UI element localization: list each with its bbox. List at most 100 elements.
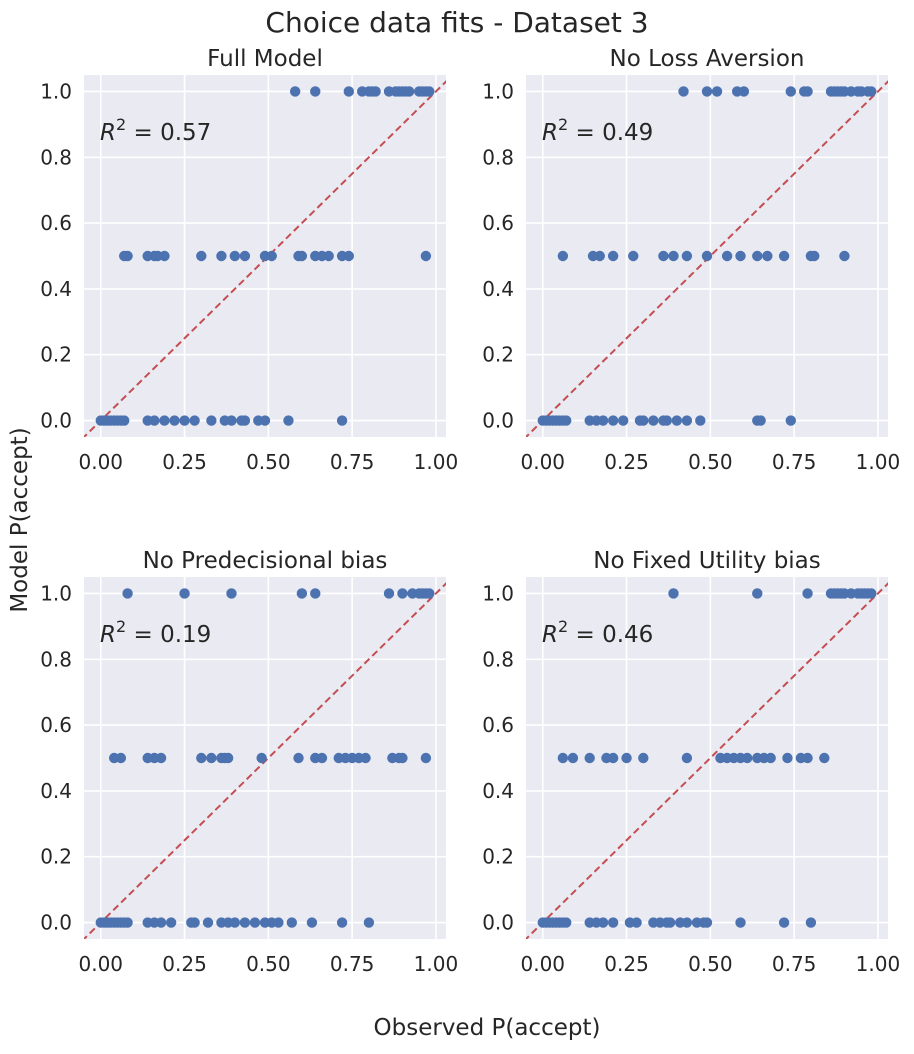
y-tick-label: 0.6 xyxy=(482,211,514,235)
data-point xyxy=(802,752,813,764)
data-point xyxy=(216,250,227,262)
data-point xyxy=(403,86,415,97)
y-tick-label: 0.2 xyxy=(482,845,514,869)
data-point xyxy=(189,415,200,426)
y-tick-label: 1.0 xyxy=(40,79,72,103)
r-squared-annotation: R2 = 0.49 xyxy=(542,115,653,146)
data-point xyxy=(557,752,569,764)
x-tick-label: 0.00 xyxy=(520,952,565,976)
data-point xyxy=(805,917,817,928)
data-point xyxy=(310,86,321,97)
data-point xyxy=(310,588,321,599)
y-tick-label: 0.2 xyxy=(40,845,72,869)
data-point xyxy=(762,250,773,262)
x-tick-label: 0.50 xyxy=(246,450,291,474)
data-point xyxy=(648,415,659,426)
y-tick-label: 1.0 xyxy=(482,79,514,103)
y-tick-label: 0.8 xyxy=(482,647,514,671)
x-tick-label: 0.00 xyxy=(78,450,123,474)
y-tick-label: 1.0 xyxy=(482,581,514,605)
data-point xyxy=(289,86,301,97)
data-point xyxy=(206,752,217,764)
data-point xyxy=(115,752,127,764)
y-tick-label: 0.8 xyxy=(40,647,72,671)
data-point xyxy=(658,250,669,262)
data-point xyxy=(561,415,572,426)
y-tick-label: 0.4 xyxy=(40,779,72,803)
data-point xyxy=(866,86,877,97)
data-point xyxy=(256,752,267,764)
data-point xyxy=(249,917,261,928)
y-tick-label: 0.4 xyxy=(40,277,72,301)
data-point xyxy=(229,250,241,262)
data-point xyxy=(661,415,672,426)
data-point xyxy=(778,917,790,928)
x-tick-label: 1.00 xyxy=(414,952,459,976)
y-tick-label: 0.0 xyxy=(40,409,72,433)
data-point xyxy=(584,752,595,764)
data-point xyxy=(202,917,214,928)
x-tick-label: 1.00 xyxy=(856,450,901,474)
x-tick-label: 0.75 xyxy=(772,450,817,474)
data-point xyxy=(296,250,308,262)
data-point xyxy=(397,752,408,764)
x-tick-label: 0.00 xyxy=(78,952,123,976)
data-point xyxy=(638,415,649,426)
y-tick-label: 0.8 xyxy=(40,145,72,169)
data-point xyxy=(594,250,605,262)
x-tick-label: 0.75 xyxy=(330,952,375,976)
r-squared-annotation: R2 = 0.46 xyxy=(542,617,653,648)
data-point xyxy=(561,917,572,928)
x-tick-label: 0.50 xyxy=(688,450,733,474)
data-point xyxy=(420,250,432,262)
y-tick-label: 0.2 xyxy=(482,343,514,367)
data-point xyxy=(189,917,200,928)
x-tick-label: 0.00 xyxy=(520,450,565,474)
subplot-title: No Fixed Utility bias xyxy=(593,548,821,574)
data-point xyxy=(165,917,177,928)
data-point xyxy=(597,415,609,426)
data-point xyxy=(259,415,271,426)
data-point xyxy=(316,752,328,764)
y-tick-label: 0.6 xyxy=(40,211,72,235)
data-point xyxy=(363,917,375,928)
x-tick-label: 0.75 xyxy=(330,450,375,474)
data-point xyxy=(621,752,632,764)
data-point xyxy=(668,588,679,599)
data-point xyxy=(681,250,693,262)
data-point xyxy=(343,250,354,262)
data-point xyxy=(839,250,850,262)
data-point xyxy=(155,917,167,928)
data-point xyxy=(119,415,130,426)
r-squared-annotation: R2 = 0.19 xyxy=(100,617,211,648)
data-point xyxy=(239,415,251,426)
data-point xyxy=(567,752,579,764)
data-point xyxy=(785,86,796,97)
r-squared-annotation: R2 = 0.57 xyxy=(100,115,211,146)
data-point xyxy=(424,588,435,599)
y-tick-label: 0.4 xyxy=(482,779,514,803)
data-point xyxy=(155,752,167,764)
data-point xyxy=(293,752,304,764)
data-point xyxy=(196,752,207,764)
data-point xyxy=(397,588,408,599)
data-point xyxy=(701,917,713,928)
data-point xyxy=(681,752,693,764)
data-point xyxy=(336,917,348,928)
data-point xyxy=(681,917,693,928)
data-point xyxy=(678,86,689,97)
subplot-2: 0.00 0.25 0.50 0.75 1.00 0.0 0.2 0.4 0.6 0.8 1.0 No… xyxy=(482,46,901,474)
data-point xyxy=(802,588,813,599)
data-point xyxy=(738,86,750,97)
data-point xyxy=(420,752,432,764)
data-point xyxy=(343,86,354,97)
data-point xyxy=(765,752,776,764)
data-point xyxy=(628,250,639,262)
data-point xyxy=(668,250,679,262)
data-point xyxy=(809,250,820,262)
data-point xyxy=(122,917,133,928)
data-point xyxy=(273,917,284,928)
x-tick-label: 0.75 xyxy=(772,952,817,976)
x-tick-label: 0.50 xyxy=(688,952,733,976)
